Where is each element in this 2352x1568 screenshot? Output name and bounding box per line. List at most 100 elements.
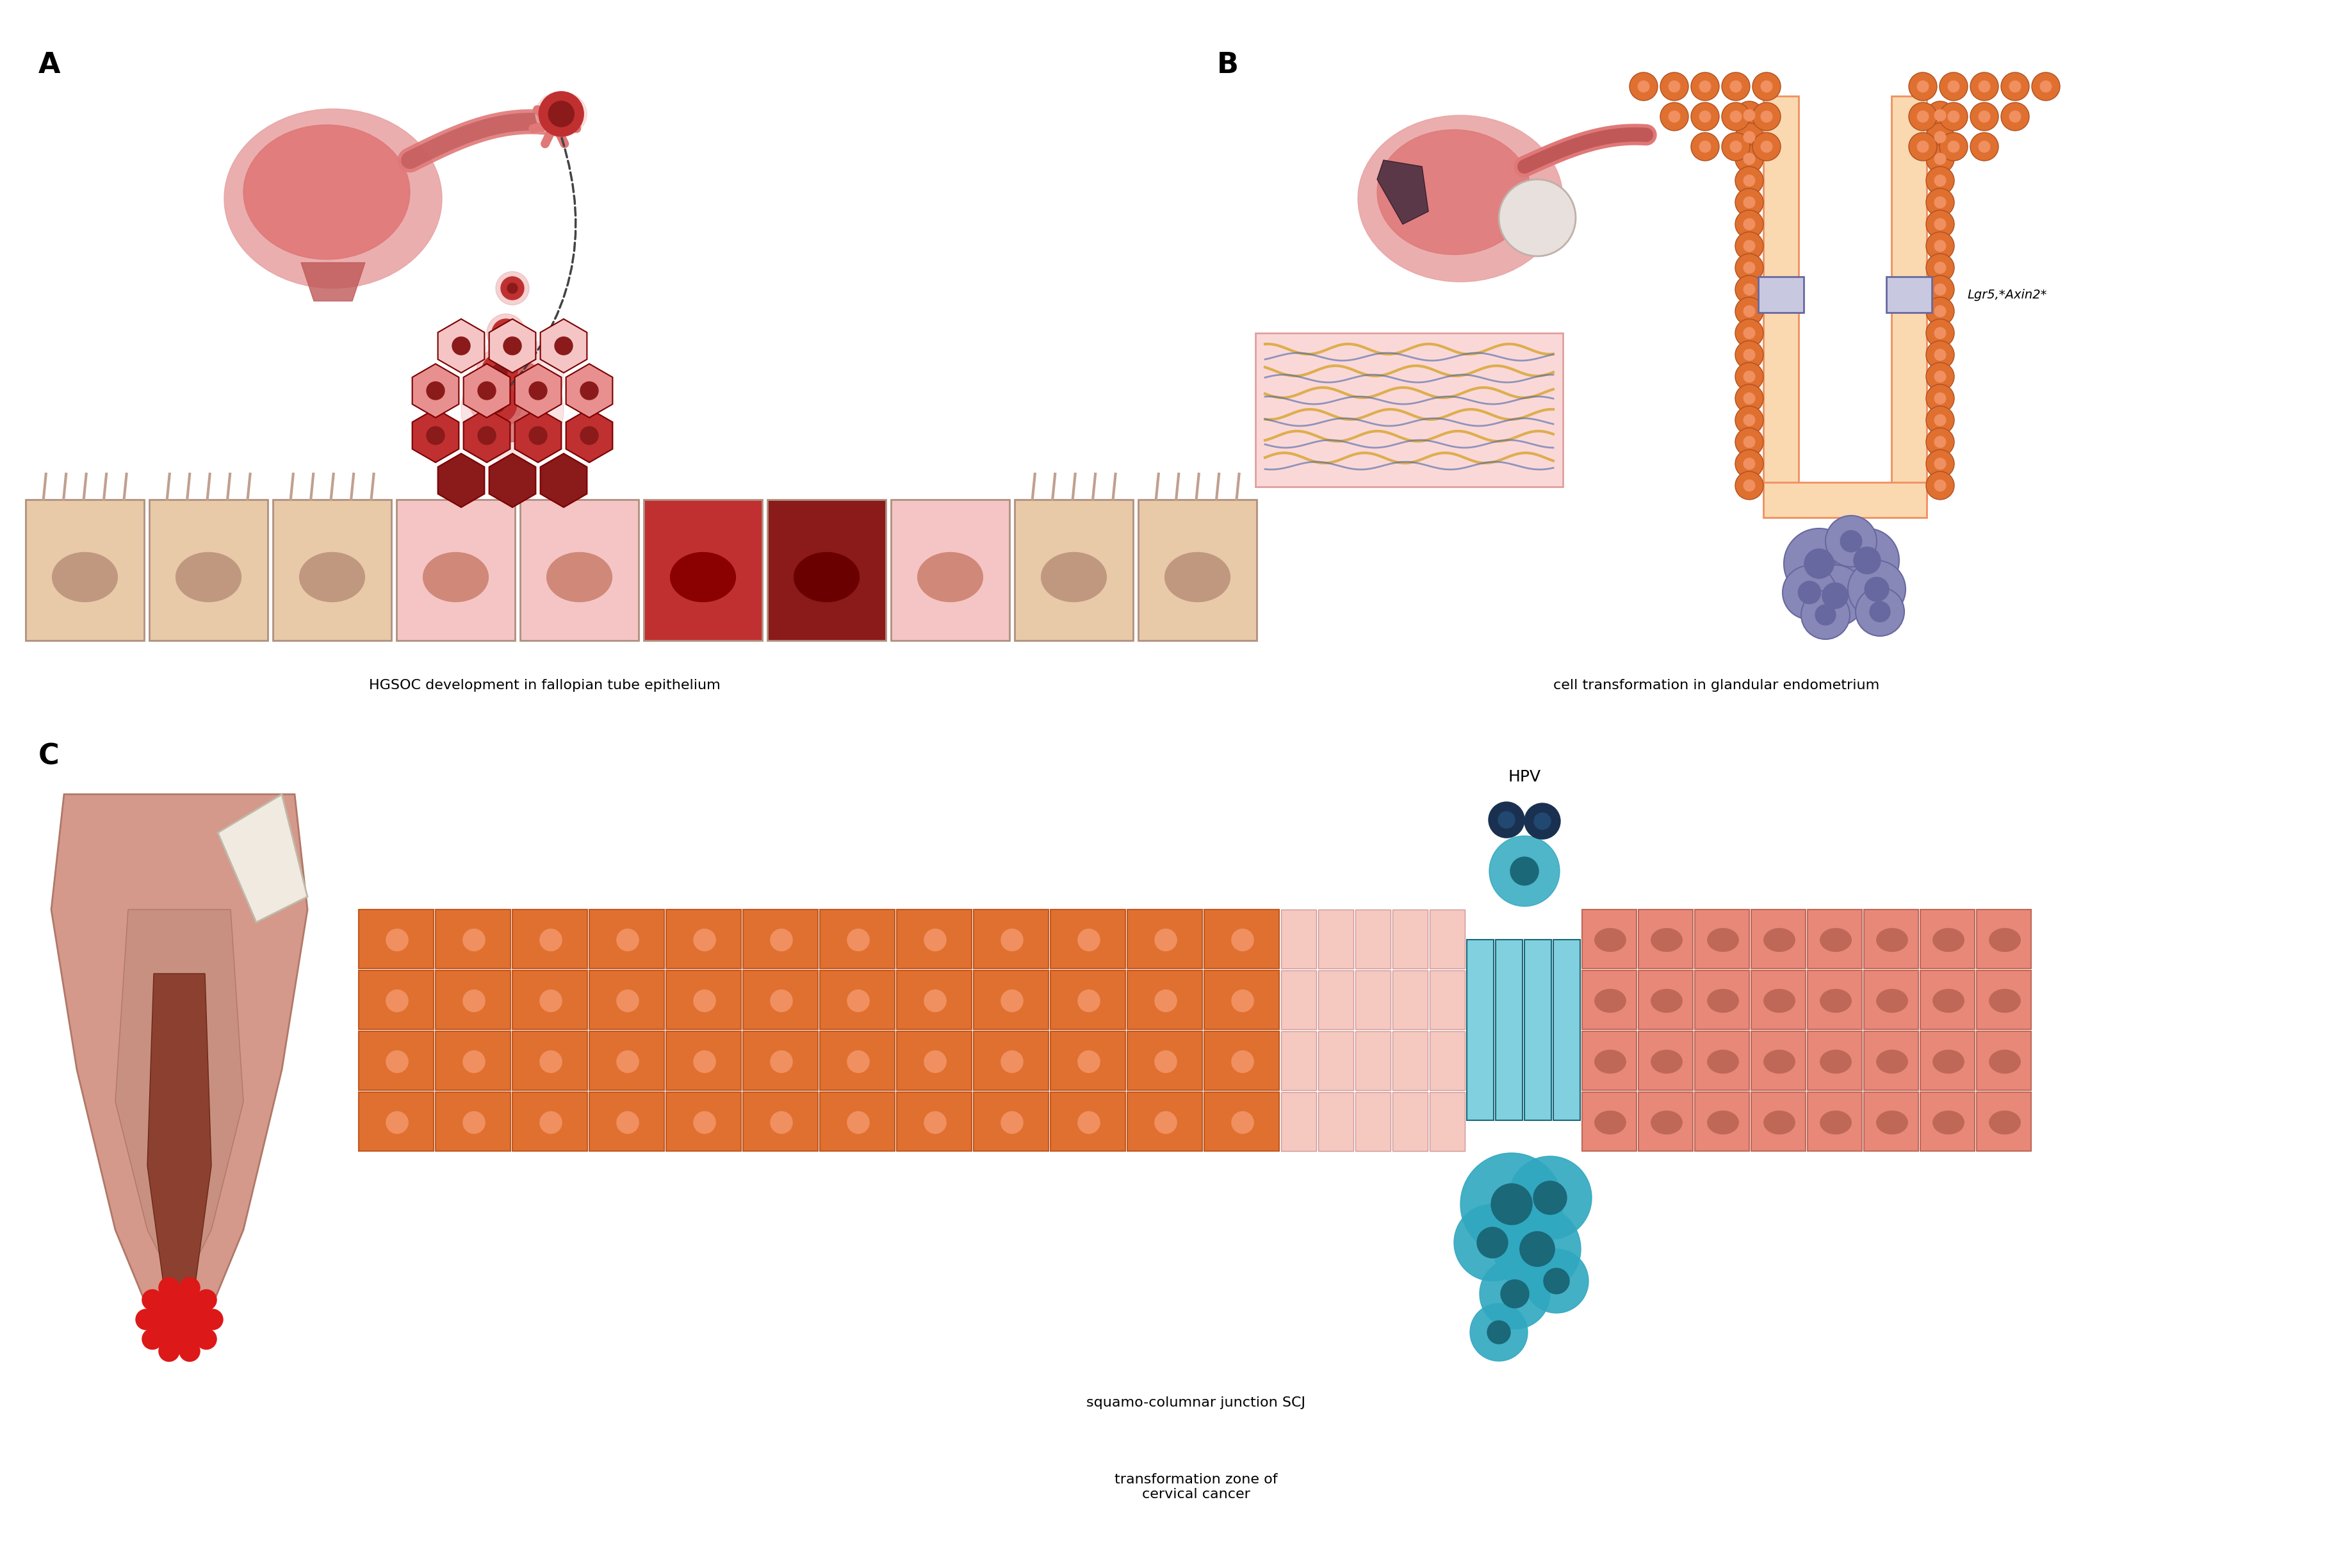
Bar (1282, 1032, 1317, 1090)
Circle shape (1940, 133, 1969, 162)
Circle shape (1910, 133, 1938, 162)
Text: HPV: HPV (1508, 770, 1541, 784)
Bar (666, 971, 741, 1029)
Circle shape (179, 1278, 200, 1298)
Bar (360, 971, 433, 1029)
Bar (1764, 483, 1926, 517)
Bar (1430, 909, 1465, 969)
Bar (1430, 971, 1465, 1029)
Circle shape (1933, 350, 1945, 361)
Circle shape (136, 1309, 155, 1330)
Ellipse shape (1933, 1051, 1964, 1073)
Circle shape (1933, 372, 1945, 383)
Circle shape (1971, 133, 1999, 162)
Circle shape (541, 928, 562, 950)
Bar (743, 1032, 818, 1090)
Circle shape (1700, 141, 1710, 152)
Circle shape (847, 1112, 870, 1134)
Ellipse shape (1764, 1112, 1795, 1134)
Ellipse shape (1708, 928, 1738, 952)
Circle shape (1926, 144, 1955, 172)
Ellipse shape (1708, 989, 1738, 1013)
Circle shape (1736, 298, 1764, 326)
Circle shape (2002, 72, 2030, 100)
Circle shape (1491, 1184, 1531, 1225)
Bar (1127, 1032, 1202, 1090)
Circle shape (616, 989, 640, 1011)
Circle shape (485, 329, 541, 387)
Circle shape (548, 102, 574, 127)
Circle shape (1002, 1112, 1023, 1134)
Circle shape (1743, 240, 1755, 251)
Bar (1752, 909, 1806, 969)
Circle shape (1926, 210, 1955, 238)
Circle shape (1498, 179, 1576, 256)
Circle shape (541, 1112, 562, 1134)
Ellipse shape (1933, 1112, 1964, 1134)
Circle shape (1077, 1112, 1101, 1134)
Circle shape (1700, 82, 1710, 93)
Bar (360, 909, 433, 969)
Circle shape (1743, 218, 1755, 230)
Ellipse shape (1820, 1051, 1851, 1073)
Ellipse shape (223, 108, 442, 289)
Circle shape (475, 383, 517, 423)
Circle shape (1978, 82, 1990, 93)
Circle shape (1691, 102, 1719, 130)
Ellipse shape (1877, 989, 1907, 1013)
Ellipse shape (917, 552, 983, 602)
Circle shape (1933, 262, 1945, 273)
Circle shape (151, 1290, 209, 1348)
Circle shape (1816, 605, 1835, 626)
Circle shape (463, 1112, 485, 1134)
Ellipse shape (1595, 1051, 1625, 1073)
Ellipse shape (670, 552, 736, 602)
Circle shape (1910, 102, 1938, 130)
Ellipse shape (1708, 1112, 1738, 1134)
Circle shape (160, 1278, 179, 1298)
Bar (26, 500, 143, 640)
Bar (1976, 971, 2032, 1029)
Circle shape (1743, 480, 1755, 491)
Circle shape (2009, 82, 2020, 93)
Bar (1809, 909, 1863, 969)
Ellipse shape (1820, 928, 1851, 952)
Bar (1976, 909, 2032, 969)
Circle shape (1839, 530, 1863, 552)
Bar (590, 1091, 663, 1151)
Bar (1317, 971, 1352, 1029)
Circle shape (1926, 298, 1955, 326)
Circle shape (1926, 276, 1955, 304)
Bar (1127, 1091, 1202, 1151)
Bar (1138, 500, 1256, 640)
Bar (1317, 1091, 1352, 1151)
Circle shape (1978, 141, 1990, 152)
Bar (513, 971, 588, 1029)
Bar (1809, 1032, 1863, 1090)
Circle shape (1736, 188, 1764, 216)
Circle shape (141, 1328, 162, 1350)
Circle shape (1947, 141, 1959, 152)
Text: C: C (38, 743, 59, 770)
Circle shape (1232, 1051, 1254, 1073)
Bar (397, 500, 515, 640)
Circle shape (1736, 276, 1764, 304)
Bar (1392, 909, 1428, 969)
Circle shape (1743, 110, 1755, 121)
Bar (1759, 276, 1804, 312)
Ellipse shape (52, 552, 118, 602)
Circle shape (1736, 122, 1764, 151)
Circle shape (771, 1051, 793, 1073)
Bar (821, 971, 894, 1029)
Bar (1392, 971, 1428, 1029)
Circle shape (1661, 102, 1689, 130)
Circle shape (1940, 72, 1969, 100)
Bar (1863, 1032, 1919, 1090)
Bar (1127, 909, 1202, 969)
Circle shape (1743, 436, 1755, 447)
Bar (1256, 332, 1562, 486)
Bar (1639, 1032, 1693, 1090)
Circle shape (1736, 318, 1764, 347)
Circle shape (1691, 133, 1719, 162)
Circle shape (1489, 836, 1559, 906)
